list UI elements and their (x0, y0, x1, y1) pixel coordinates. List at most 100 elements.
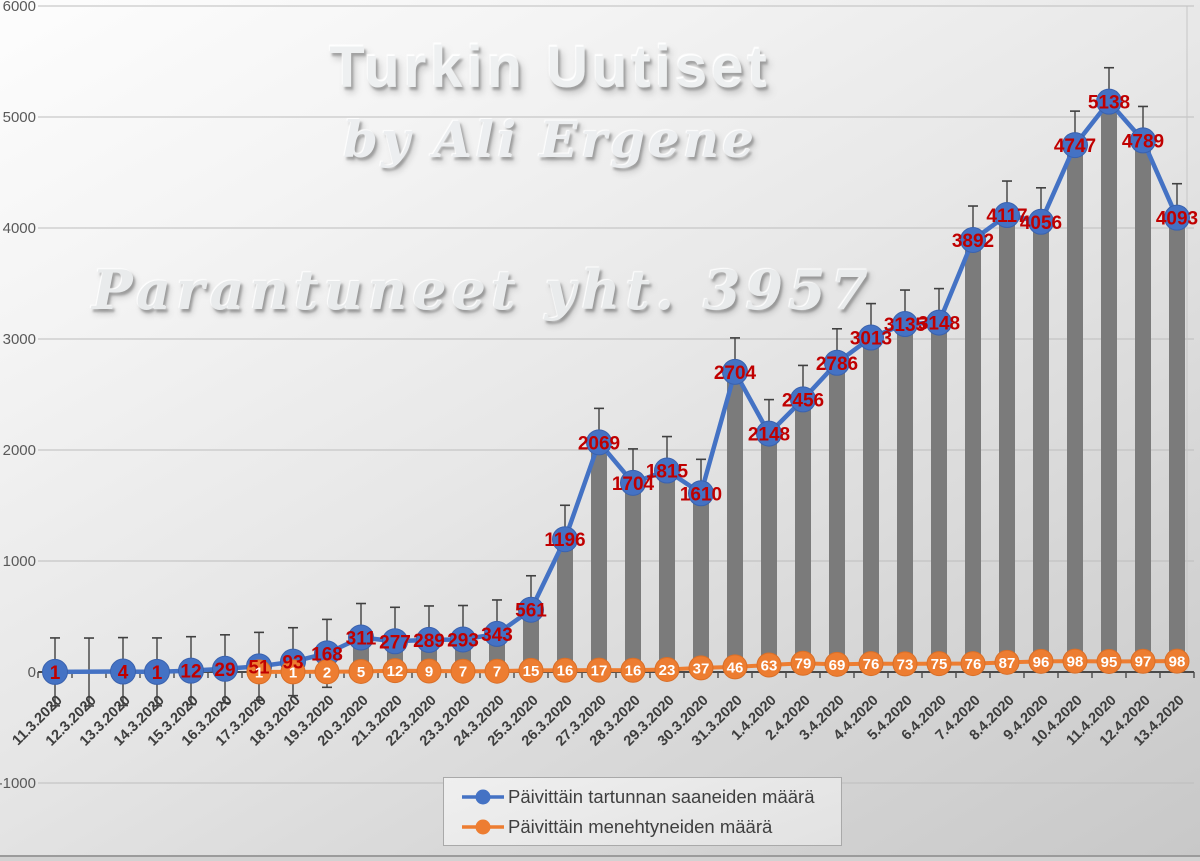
data-point-marker-deaths[interactable] (994, 649, 1020, 675)
data-point-marker-deaths[interactable] (314, 659, 340, 685)
data-label-deaths: 1 (289, 664, 297, 681)
data-label-infections: 311 (346, 628, 377, 649)
data-point-marker-infections[interactable] (756, 420, 782, 447)
bar[interactable] (897, 324, 913, 672)
data-point-marker-infections[interactable] (178, 657, 204, 684)
data-point-marker-deaths[interactable] (722, 654, 748, 680)
data-point-marker-infections[interactable] (858, 324, 884, 351)
data-point-marker-deaths[interactable] (382, 658, 408, 684)
data-point-marker-infections[interactable] (552, 526, 578, 553)
data-point-marker-infections[interactable] (1096, 88, 1122, 115)
bar[interactable] (1169, 217, 1185, 672)
data-point-marker-deaths[interactable] (586, 657, 612, 683)
data-label-deaths: 9 (425, 664, 433, 681)
bar[interactable] (1135, 140, 1151, 672)
data-point-marker-deaths[interactable] (1164, 648, 1190, 674)
data-point-marker-deaths[interactable] (858, 651, 884, 677)
data-point-marker-infections[interactable] (518, 596, 544, 623)
data-point-marker-deaths[interactable] (280, 659, 306, 685)
data-label-deaths: 73 (897, 656, 914, 673)
data-label-deaths: 16 (557, 663, 574, 680)
data-point-marker-deaths[interactable] (1096, 648, 1122, 674)
data-point-marker-infections[interactable] (416, 626, 442, 653)
y-axis-label: 1000 (3, 553, 36, 570)
data-point-marker-deaths[interactable] (552, 657, 578, 683)
legend-marker-deaths-icon (462, 819, 504, 834)
data-point-marker-infections[interactable] (382, 628, 408, 655)
data-label-infections: 289 (413, 631, 445, 652)
data-label-infections: 4789 (1122, 131, 1164, 152)
bar[interactable] (999, 215, 1015, 672)
data-label-infections: 1 (152, 663, 163, 684)
legend-marker-infections-icon (462, 789, 504, 804)
bar[interactable] (659, 470, 675, 672)
bar[interactable] (727, 371, 743, 672)
data-point-marker-infections[interactable] (960, 226, 986, 253)
legend-item-infections[interactable]: Päivittäin tartunnan saaneiden määrä (461, 783, 841, 810)
data-label-deaths: 97 (1135, 654, 1152, 671)
data-point-marker-deaths[interactable] (450, 658, 476, 684)
bar[interactable] (625, 482, 641, 672)
data-point-marker-infections[interactable] (1028, 208, 1054, 235)
data-point-marker-deaths[interactable] (620, 657, 646, 683)
data-point-marker-infections[interactable] (212, 655, 238, 682)
bar[interactable] (591, 442, 607, 672)
data-label-deaths: 79 (795, 656, 812, 673)
data-point-marker-infections[interactable] (620, 469, 646, 496)
data-point-marker-deaths[interactable] (1028, 648, 1054, 674)
legend-item-deaths[interactable]: Päivittäin menehtyneiden määrä (461, 813, 841, 840)
data-point-marker-infections[interactable] (586, 429, 612, 456)
data-point-marker-deaths[interactable] (960, 651, 986, 677)
data-point-marker-infections[interactable] (926, 309, 952, 336)
data-point-marker-infections[interactable] (348, 624, 374, 651)
data-point-marker-infections[interactable] (892, 311, 918, 338)
data-point-marker-infections[interactable] (688, 480, 714, 507)
legend-label-deaths: Päivittäin menehtyneiden määrä (508, 815, 773, 837)
bar[interactable] (829, 362, 845, 672)
data-point-marker-infections[interactable] (824, 349, 850, 376)
data-point-marker-infections[interactable] (1062, 132, 1088, 159)
y-axis-label: -1000 (0, 775, 36, 792)
data-point-marker-deaths[interactable] (246, 659, 272, 685)
data-point-marker-infections[interactable] (722, 358, 748, 385)
data-point-marker-deaths[interactable] (416, 658, 442, 684)
data-point-marker-infections[interactable] (790, 386, 816, 413)
data-label-deaths: 2 (323, 664, 331, 681)
data-point-marker-deaths[interactable] (1062, 648, 1088, 674)
data-point-marker-infections[interactable] (994, 202, 1020, 229)
data-point-marker-deaths[interactable] (756, 652, 782, 678)
window-bottom-edge (0, 855, 1200, 857)
bar[interactable] (1033, 221, 1049, 672)
data-point-marker-deaths[interactable] (892, 651, 918, 677)
data-point-marker-infections[interactable] (1130, 127, 1156, 154)
bar[interactable] (863, 337, 879, 672)
data-point-marker-deaths[interactable] (926, 651, 952, 677)
data-label-infections: 5138 (1088, 93, 1130, 114)
bar[interactable] (523, 609, 539, 672)
bar[interactable] (965, 239, 981, 672)
data-point-marker-infections[interactable] (1164, 204, 1190, 231)
data-point-marker-infections[interactable] (110, 658, 136, 685)
data-point-marker-infections[interactable] (484, 620, 510, 647)
data-point-marker-infections[interactable] (450, 626, 476, 653)
bar[interactable] (761, 433, 777, 672)
data-label-deaths: 69 (829, 657, 846, 674)
data-point-marker-deaths[interactable] (790, 650, 816, 676)
bar[interactable] (1067, 145, 1083, 672)
data-point-marker-deaths[interactable] (348, 658, 374, 684)
data-point-marker-deaths[interactable] (1130, 648, 1156, 674)
bar[interactable] (1101, 101, 1117, 672)
data-point-marker-infections[interactable] (144, 658, 170, 685)
data-point-marker-infections[interactable] (42, 658, 68, 685)
data-point-marker-infections[interactable] (654, 457, 680, 484)
bar[interactable] (931, 322, 947, 672)
data-point-marker-deaths[interactable] (654, 656, 680, 682)
bar[interactable] (693, 493, 709, 672)
data-point-marker-deaths[interactable] (484, 658, 510, 684)
bar[interactable] (795, 399, 811, 672)
data-point-marker-deaths[interactable] (518, 657, 544, 683)
data-point-marker-deaths[interactable] (824, 651, 850, 677)
data-point-marker-deaths[interactable] (688, 655, 714, 681)
bar[interactable] (557, 539, 573, 672)
